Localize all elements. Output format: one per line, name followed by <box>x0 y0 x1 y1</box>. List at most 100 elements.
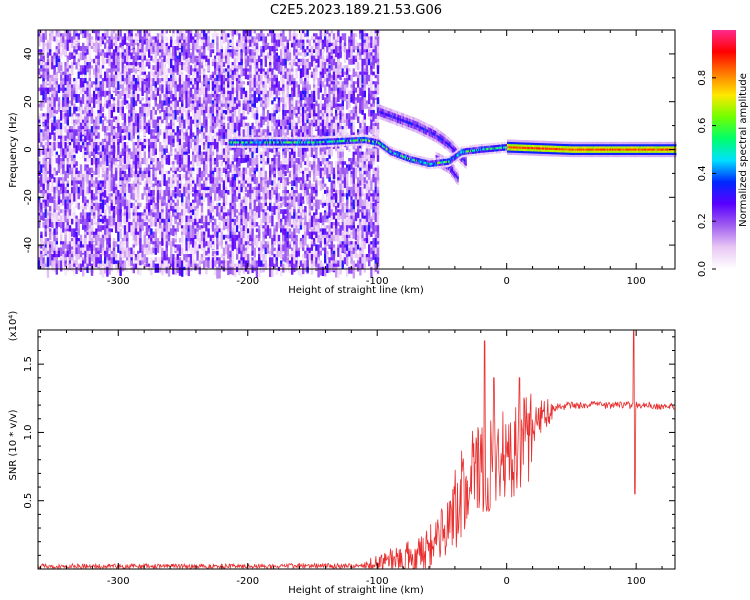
spectrogram-cell <box>218 110 221 122</box>
spectrogram-cell <box>110 167 113 180</box>
spectrogram-cell <box>86 247 89 254</box>
spectrogram-cell <box>198 218 201 224</box>
spectrogram-cell <box>293 199 296 204</box>
spectrogram-cell <box>277 202 281 210</box>
spectrogram-cell <box>106 71 109 82</box>
spectrogram-cell <box>211 215 215 221</box>
spectrogram-cell <box>262 87 265 99</box>
spectrogram-cell <box>291 71 294 77</box>
spectrogram-cell <box>38 103 41 108</box>
spectrogram-cell <box>242 87 245 93</box>
spectrogram-cell <box>154 74 157 79</box>
spectrogram-cell <box>227 58 230 63</box>
spectrogram-cell <box>260 49 263 57</box>
spectrogram-cell <box>225 100 228 109</box>
spectrogram-cell <box>79 174 83 183</box>
spectrogram-cell <box>262 68 265 74</box>
spectrogram-cell <box>189 97 193 101</box>
spectrogram-cell <box>222 247 226 257</box>
spectrogram-cell <box>269 132 272 138</box>
spectrogram-cell <box>110 263 113 272</box>
spectrogram-cell <box>222 234 226 240</box>
spectrogram-cell <box>104 228 107 240</box>
spectrogram-cell <box>161 238 164 246</box>
spectrogram-cell <box>167 190 171 202</box>
spectrogram-cell <box>82 55 85 61</box>
spectrogram-cell <box>264 55 267 68</box>
spectrogram-cell <box>170 161 173 165</box>
spectrogram-cell <box>189 116 193 120</box>
spectrogram-cell <box>97 62 100 68</box>
spectrogram-cell <box>207 209 210 217</box>
spectrogram-cell <box>115 206 118 215</box>
spectrogram-cell <box>130 193 133 200</box>
spectrogram-cell <box>198 244 201 249</box>
spectrogram-cell <box>211 58 215 64</box>
spectrogram-cell <box>44 190 47 195</box>
spectrogram-cell <box>189 94 193 100</box>
spectrogram-cell <box>145 215 149 220</box>
spectrogram-cell <box>227 158 230 168</box>
spectrogram-cell <box>95 129 98 135</box>
spectrogram-cell <box>99 218 102 224</box>
spectrogram-cell <box>244 126 248 137</box>
spectrogram-cell <box>291 94 294 98</box>
spectrogram-cell <box>141 81 144 86</box>
spectrogram-cell <box>260 36 263 41</box>
spectrogram-cell <box>185 225 188 230</box>
spectrogram-cell <box>185 46 188 51</box>
spectrogram-cell <box>90 126 94 133</box>
spectrogram-cell <box>130 90 133 99</box>
spectrogram-cell <box>275 74 278 79</box>
spectrogram-cell <box>240 250 243 263</box>
spectrogram-cell <box>134 78 138 90</box>
spectrogram-cell <box>214 106 217 111</box>
spectrogram-cell <box>170 132 173 137</box>
spectrogram-cell <box>297 52 300 56</box>
spectrogram-cell <box>209 234 212 243</box>
spectrogram-cell <box>249 263 252 270</box>
spectrogram-cell <box>205 193 208 198</box>
spectrogram-cell <box>183 65 186 71</box>
spectrogram-cell <box>88 154 91 162</box>
spectrogram-cell <box>225 177 228 184</box>
spectrogram-cell <box>302 126 305 133</box>
spectrogram-cell <box>110 39 113 49</box>
spectrogram-cell <box>49 244 52 250</box>
spectrogram-cell <box>203 116 206 129</box>
spectrogram-cell <box>123 113 127 125</box>
spectrogram-cell <box>123 234 127 245</box>
spectrogram-cell <box>275 164 278 169</box>
spectrogram-cell <box>264 103 267 109</box>
spectrogram-cell <box>227 215 230 221</box>
spectrogram-cell <box>170 206 173 211</box>
spectrogram-cell <box>57 84 61 94</box>
spectrogram-cell <box>231 222 234 227</box>
spectrogram-cell <box>229 49 232 56</box>
spectrogram-cell <box>121 97 124 103</box>
spectrogram-cell <box>227 190 230 195</box>
spectrogram-cell <box>288 177 292 183</box>
spectrogram-cell <box>79 132 83 138</box>
spectrogram-cell <box>42 199 45 203</box>
spectrogram-cell <box>150 55 153 61</box>
spectrogram-cell <box>262 81 265 86</box>
spectrogram-cell <box>282 257 285 262</box>
spectrogram-cell <box>130 39 133 51</box>
spectrogram-cell <box>233 218 237 230</box>
spectrogram-cell <box>198 199 201 206</box>
spectrogram-cell <box>163 250 166 263</box>
spectrogram-cell <box>62 250 65 256</box>
spectrogram-cell <box>145 62 149 67</box>
spectrogram-cell <box>137 202 140 208</box>
spectrogram-cell <box>192 103 195 115</box>
spectrogram-cell <box>205 234 208 245</box>
spectrogram-cell <box>132 244 135 248</box>
spectrogram-cell <box>216 65 219 72</box>
spectrogram-cell <box>75 49 78 55</box>
spectrogram-cell <box>264 151 267 157</box>
spectrogram-cell <box>134 241 138 247</box>
spectrogram-cell <box>44 65 47 70</box>
spectrogram-cell <box>203 36 206 41</box>
